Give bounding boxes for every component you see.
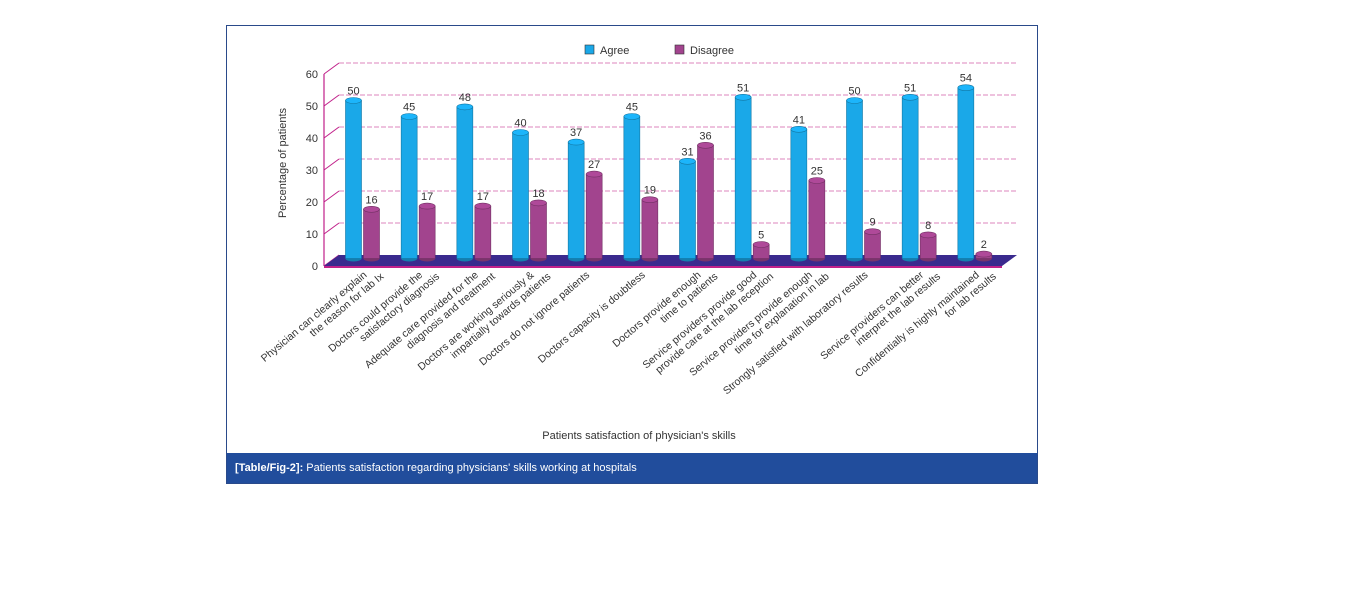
- figure-caption: [Table/Fig-2]: Patients satisfaction reg…: [227, 453, 1037, 483]
- y-tick-label: 50: [306, 101, 318, 113]
- gridline-side: [323, 62, 340, 75]
- bar-agree-3: [512, 129, 529, 262]
- bar-disagree-0: [363, 206, 380, 262]
- y-tick-label: 30: [306, 165, 318, 177]
- bar-disagree-1: [418, 202, 436, 262]
- bars-layer: [345, 84, 993, 262]
- data-label: 51: [737, 82, 749, 94]
- legend: Agree Disagree: [584, 44, 734, 57]
- bar-agree-6: [679, 158, 696, 262]
- data-label: 36: [699, 130, 711, 142]
- data-label: 54: [960, 73, 972, 85]
- y-axis-title: Percentage of patients: [277, 107, 289, 218]
- bar-disagree-7: [752, 241, 770, 262]
- x-tick-label: Doctors capacity is doubtless: [536, 269, 648, 366]
- bar-agree-4: [567, 138, 585, 262]
- y-tick-label: 10: [306, 229, 318, 241]
- data-label: 51: [904, 82, 916, 94]
- data-label: 19: [644, 185, 656, 197]
- y-tick-label: 20: [306, 197, 318, 209]
- x-axis-title: Patients satisfaction of physician's ski…: [542, 430, 736, 442]
- data-label: 16: [365, 194, 377, 206]
- gridline-side: [323, 158, 340, 171]
- bar-agree-0: [345, 97, 362, 262]
- bar-agree-9: [846, 97, 863, 262]
- y-tick-label: 40: [306, 133, 318, 145]
- data-label: 37: [570, 127, 582, 139]
- gridline-side: [323, 94, 340, 107]
- floor-top: [324, 255, 1017, 266]
- bar-disagree-5: [641, 196, 659, 262]
- caption-text: Patients satisfaction regarding physicia…: [303, 462, 637, 474]
- bar-agree-8: [790, 126, 808, 262]
- bar-agree-11: [957, 84, 975, 262]
- gridline-side: [323, 190, 340, 203]
- bar-disagree-3: [530, 199, 547, 262]
- y-tick-label: 60: [306, 69, 318, 81]
- data-label: 8: [925, 220, 931, 232]
- gridline-side: [323, 126, 340, 139]
- figure-panel: 50 16 45 17 48 17 40 18 37 27 45 19 31 36 51 5 41 25 50 9 51…: [226, 25, 1038, 484]
- x-ticks-layer: Physician can clearly explainthe reason …: [259, 269, 999, 397]
- bar-disagree-6: [697, 142, 714, 262]
- data-label: 41: [793, 114, 805, 126]
- data-label: 17: [477, 191, 489, 203]
- bar-disagree-11: [975, 250, 993, 262]
- gridline-side: [323, 222, 340, 235]
- bar-disagree-9: [864, 228, 881, 262]
- legend-swatch: [674, 44, 685, 55]
- data-label: 50: [848, 86, 860, 98]
- data-label: 18: [532, 188, 544, 200]
- caption-label: [Table/Fig-2]:: [235, 462, 304, 474]
- y-ticks-layer: 0 10 20 30 40 50 60: [306, 69, 318, 273]
- bar-agree-5: [623, 113, 641, 262]
- data-label: 45: [403, 102, 415, 114]
- data-label: 5: [758, 230, 764, 242]
- legend-label: Disagree: [690, 45, 734, 57]
- data-label: 25: [811, 166, 823, 178]
- bar-agree-1: [400, 113, 418, 262]
- data-label: 17: [421, 191, 433, 203]
- bar-agree-10: [901, 94, 919, 262]
- data-label: 50: [347, 86, 359, 98]
- bar-agree-7: [734, 94, 752, 262]
- bar-chart: 50 16 45 17 48 17 40 18 37 27 45 19 31 36 51 5 41 25 50 9 51…: [259, 44, 1017, 442]
- bar-agree-2: [456, 103, 474, 262]
- legend-swatch: [584, 44, 595, 55]
- bar-disagree-4: [585, 170, 603, 262]
- legend-item-disagree: Disagree: [674, 44, 734, 57]
- data-label: 2: [981, 239, 987, 251]
- legend-item-agree: Agree: [584, 44, 629, 57]
- data-label: 40: [514, 118, 526, 130]
- data-label: 27: [588, 159, 600, 171]
- legend-label: Agree: [600, 45, 629, 57]
- chart-floor: [324, 255, 1017, 268]
- data-label: 48: [459, 92, 471, 104]
- data-label: 31: [681, 146, 693, 158]
- data-label: 45: [626, 102, 638, 114]
- data-labels-layer: 50 16 45 17 48 17 40 18 37 27 45 19 31 36 51 5 41 25 50 9 51…: [347, 73, 987, 251]
- bar-disagree-2: [474, 202, 492, 262]
- y-tick-label: 0: [312, 261, 318, 273]
- data-label: 9: [869, 217, 875, 229]
- bar-disagree-8: [808, 177, 826, 262]
- bar-disagree-10: [919, 231, 937, 262]
